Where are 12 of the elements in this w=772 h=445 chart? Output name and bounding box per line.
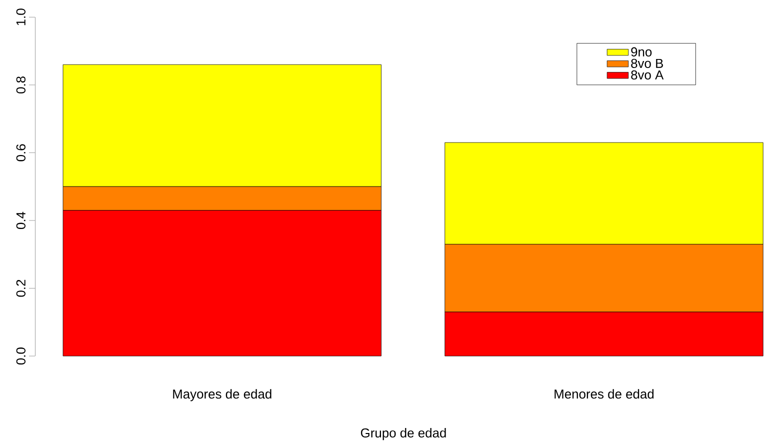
x-axis-title: Grupo de edad <box>360 428 446 440</box>
y-tick-label: 0.4 <box>16 212 26 229</box>
legend-label: 9no <box>631 47 652 56</box>
y-tick-label: 0.0 <box>16 348 26 365</box>
x-tick-label: Menores de edad <box>554 389 654 399</box>
legend-label: 8vo B <box>631 58 663 68</box>
legend-label: 8vo A <box>631 70 664 80</box>
y-tick-label: 1.0 <box>16 8 26 26</box>
x-tick-label: Mayores de edad <box>173 389 272 402</box>
y-tick-label: 0.8 <box>16 76 26 94</box>
y-tick-label: 0.2 <box>16 280 26 297</box>
y-tick-label: 0.6 <box>16 144 26 162</box>
